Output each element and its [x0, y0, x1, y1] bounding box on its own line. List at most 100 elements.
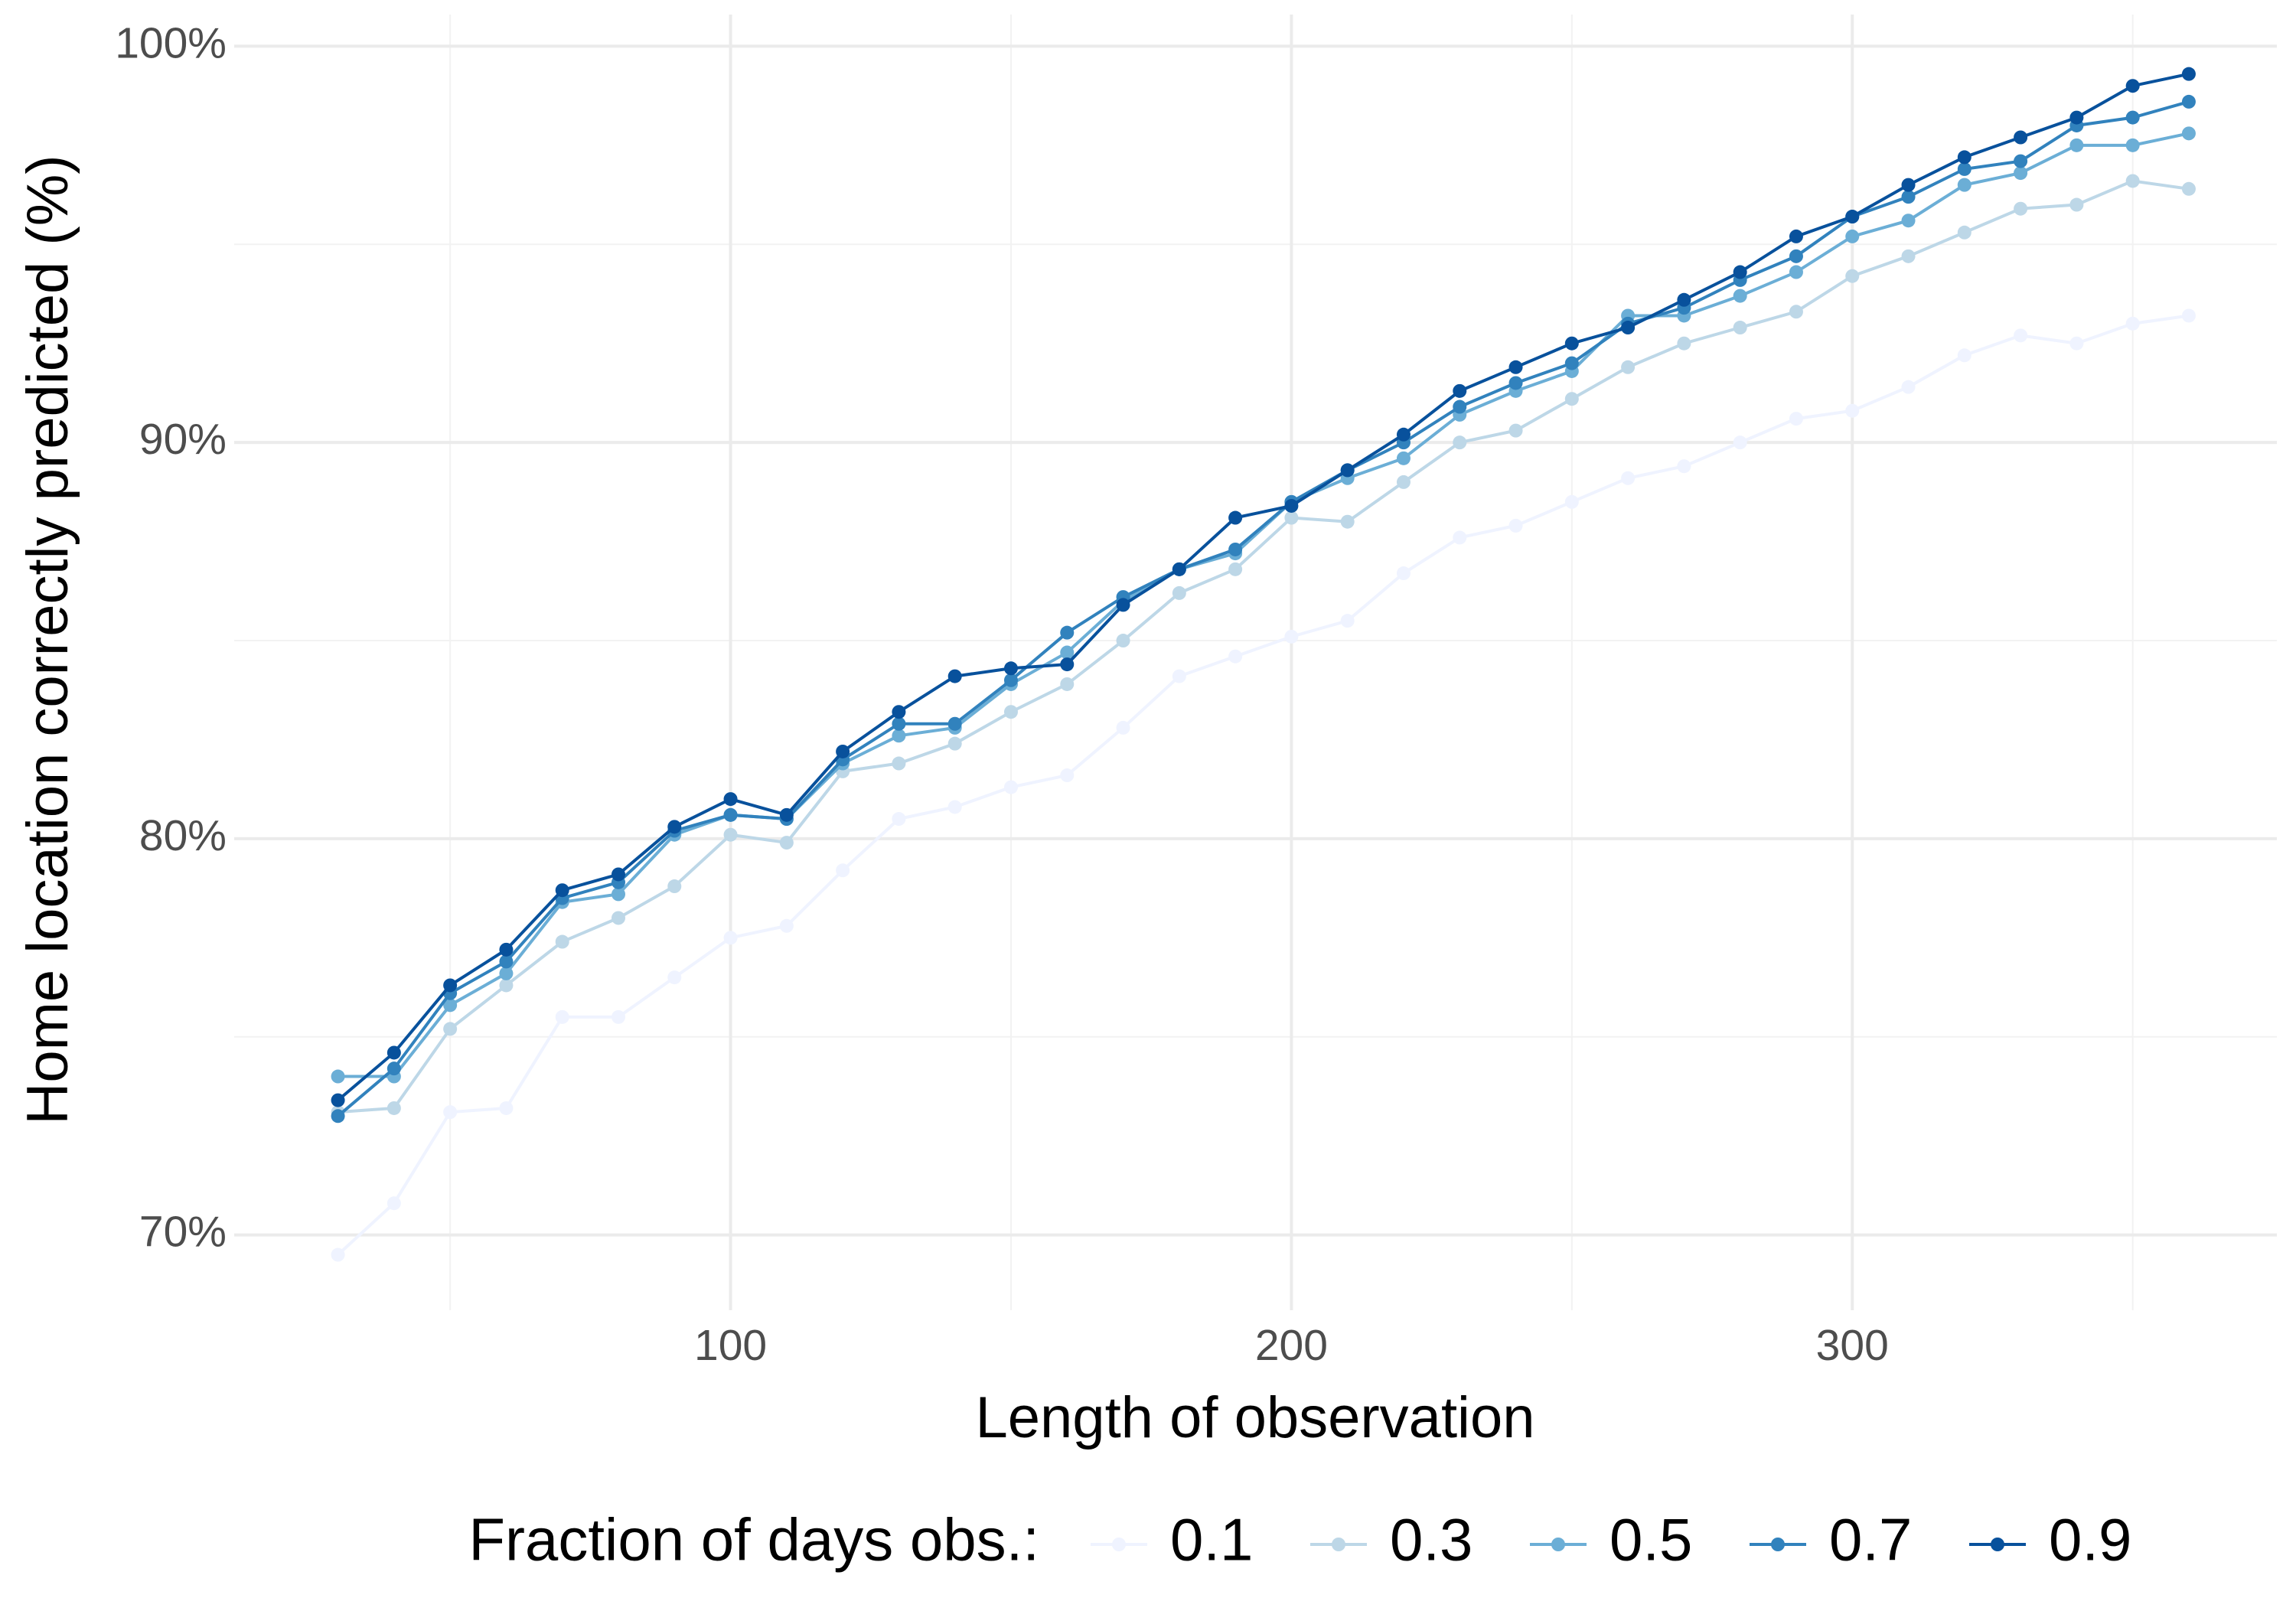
plot-area [331, 67, 2196, 1262]
data-point [386, 1045, 401, 1060]
data-point [499, 978, 514, 993]
data-point [1060, 657, 1075, 672]
data-point [1172, 585, 1186, 600]
x-axis-title: Length of observation [976, 1385, 1535, 1450]
data-point [1228, 542, 1243, 556]
data-point [1508, 376, 1523, 390]
legend-key-point [1332, 1538, 1345, 1551]
data-point [947, 800, 962, 814]
data-point [499, 954, 514, 969]
data-point [1621, 321, 1636, 335]
data-point [892, 812, 906, 827]
data-point [443, 1022, 458, 1036]
data-point [1901, 249, 1916, 263]
y-axis-title: Home location correctly predicted (%) [15, 155, 80, 1124]
data-point [1340, 514, 1355, 529]
data-point [443, 978, 458, 993]
data-point [723, 807, 738, 822]
data-point [1060, 768, 1075, 783]
y-tick-label: 90% [139, 415, 227, 464]
data-point [443, 998, 458, 1013]
data-point [1564, 356, 1579, 370]
x-tick-label: 300 [1816, 1321, 1889, 1370]
data-point [2014, 154, 2028, 168]
y-tick-label: 100% [115, 18, 227, 67]
data-point [611, 1009, 625, 1024]
data-point [1845, 229, 1860, 243]
data-point [1396, 474, 1411, 489]
data-point [1003, 673, 1018, 687]
legend-key-point [1551, 1538, 1565, 1551]
data-point [611, 887, 625, 902]
data-point [1789, 229, 1803, 243]
legend-title: Fraction of days obs.: [468, 1506, 1039, 1573]
data-point [1789, 305, 1803, 319]
legend-label: 0.3 [1390, 1506, 1473, 1573]
data-point [1003, 780, 1018, 794]
data-point [2125, 79, 2140, 93]
data-point [1003, 705, 1018, 719]
data-point [1396, 427, 1411, 442]
data-point [2181, 308, 2196, 323]
data-point [1453, 435, 1467, 450]
data-point [1901, 214, 1916, 228]
data-point [2069, 138, 2084, 152]
data-point [1453, 399, 1467, 414]
series-line [338, 132, 2190, 1078]
data-point [1789, 412, 1803, 426]
legend-label: 0.9 [2049, 1506, 2131, 1573]
data-point [443, 1105, 458, 1120]
data-point [2181, 67, 2196, 81]
data-point [1396, 566, 1411, 581]
data-point [2181, 126, 2196, 141]
data-point [1901, 178, 1916, 192]
data-point [1845, 210, 1860, 224]
data-point [779, 836, 794, 850]
data-point [892, 705, 906, 719]
data-point [555, 934, 569, 949]
data-point [1621, 360, 1636, 374]
data-point [499, 966, 514, 980]
data-point [947, 736, 962, 751]
data-point [1453, 383, 1467, 398]
data-point [1060, 677, 1075, 691]
data-point [1564, 494, 1579, 509]
data-point [2125, 316, 2140, 331]
data-point [667, 970, 682, 985]
data-point [331, 1247, 345, 1262]
data-point [1901, 380, 1916, 394]
legend-label: 0.1 [1170, 1506, 1253, 1573]
data-point [1284, 510, 1299, 525]
data-point [1340, 614, 1355, 628]
data-point [2069, 110, 2084, 125]
legend-label: 0.5 [1609, 1506, 1692, 1573]
legend-key-point [1112, 1538, 1126, 1551]
data-point [1564, 336, 1579, 351]
data-point [386, 1061, 401, 1076]
data-point [779, 918, 794, 933]
data-point [2014, 130, 2028, 145]
data-point [779, 807, 794, 822]
data-point [892, 756, 906, 771]
grid [234, 15, 2277, 1310]
data-point [1508, 518, 1523, 533]
series-line [337, 99, 2190, 1117]
data-point [1284, 498, 1299, 513]
data-point [1003, 661, 1018, 676]
data-point [667, 820, 682, 834]
data-point [1957, 348, 1971, 363]
data-point [667, 879, 682, 894]
data-point [1957, 178, 1971, 192]
data-point [2181, 181, 2196, 196]
data-point [2014, 201, 2028, 216]
data-point [1228, 649, 1243, 664]
data-point [892, 729, 906, 743]
data-point [331, 1109, 345, 1123]
data-point [2181, 94, 2196, 109]
data-point [1845, 269, 1860, 283]
data-point [1172, 669, 1186, 683]
data-point [2125, 110, 2140, 125]
data-point [2069, 197, 2084, 212]
data-point [2069, 336, 2084, 351]
legend-key-point [1991, 1538, 2004, 1551]
